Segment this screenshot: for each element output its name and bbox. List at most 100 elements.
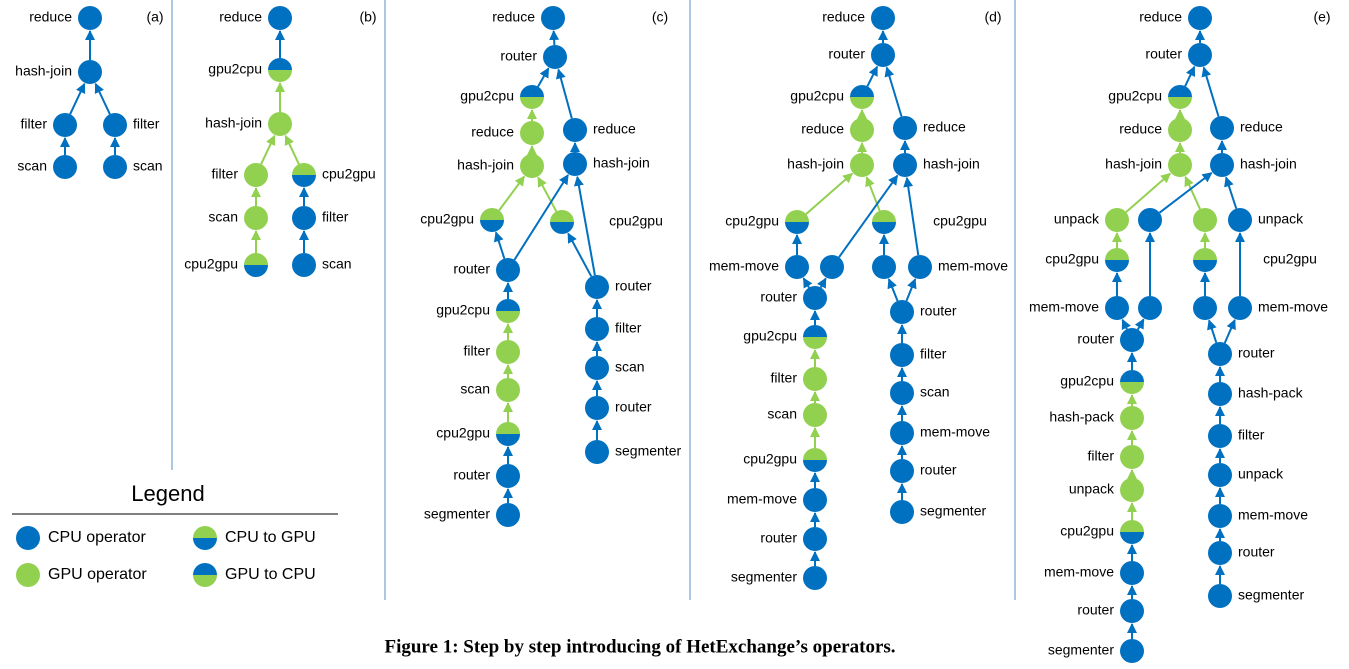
operator-node [850,118,874,142]
operator-node [1208,342,1232,366]
node-bottom [1105,260,1129,272]
panel-tag: (b) [359,9,376,25]
node-circle [543,45,567,69]
node-top [496,422,520,434]
node-top [193,563,217,575]
operator-node [1210,153,1234,177]
node-bottom [496,434,520,446]
node-circle [1120,639,1144,663]
node-circle [1208,541,1232,565]
node-top [268,58,292,70]
node-circle [520,154,544,178]
edge [887,278,899,302]
node-bottom [244,265,268,277]
edge [1184,65,1196,87]
node-label: segmenter [424,506,490,522]
node-label: reduce [29,9,72,25]
node-label: filter [1238,427,1265,443]
node-label: scan [767,406,797,422]
node-top [1120,370,1144,382]
operator-node [871,43,895,67]
operator-node [16,563,40,587]
edge [513,174,569,261]
node-label: cpu2gpu [1060,523,1114,539]
node-circle [1228,296,1252,320]
node-top [550,210,574,222]
operator-node [496,503,520,527]
node-label: filter [615,320,642,336]
operator-node [292,253,316,277]
node-circle [1120,328,1144,352]
operator-node [908,255,932,279]
panel-tag: (d) [984,9,1001,25]
node-label: filter [920,346,947,362]
operator-node [820,255,844,279]
node-circle [585,317,609,341]
node-label: cpu2gpu [436,425,490,441]
node-circle [908,255,932,279]
node-circle [1120,599,1144,623]
operator-node [1193,208,1217,232]
node-top [1105,248,1129,260]
node-bottom [520,97,544,109]
node-top [803,448,827,460]
node-label: unpack [1238,466,1284,482]
node-circle [1120,445,1144,469]
node-circle [1105,208,1129,232]
edge [884,66,903,117]
node-circle [78,60,102,84]
edge [1134,318,1145,331]
node-circle [103,113,127,137]
operator-node [585,275,609,299]
node-circle [803,527,827,551]
edge [1224,176,1238,209]
operator-node [268,112,292,136]
node-circle [16,563,40,587]
edge [1207,319,1218,343]
node-label: cpu2gpu [322,166,376,182]
node-label: router [1077,331,1114,347]
operator-node [53,113,77,137]
operator-node [16,526,40,550]
operator-node [803,325,827,349]
edge [1158,172,1213,214]
operator-node [1168,153,1192,177]
node-top [244,253,268,265]
node-label: filter [771,370,798,386]
node-label: mem-move [938,258,1008,274]
operator-node [893,116,917,140]
operator-node [496,422,520,446]
operator-node [193,526,217,550]
operator-node [496,378,520,402]
operator-node [1208,382,1232,406]
operator-node [1138,208,1162,232]
edge [537,67,550,88]
node-label: router [453,467,490,483]
node-label: gpu2cpu [1060,373,1114,389]
edge [1184,175,1201,210]
operator-node [850,153,874,177]
node-label: router [920,462,957,478]
node-bottom [803,460,827,472]
node-label: filter [212,166,239,182]
node-label: router [1077,602,1114,618]
operator-node [1228,208,1252,232]
operator-node [803,286,827,310]
node-circle [496,464,520,488]
node-circle [785,255,809,279]
operator-node [585,356,609,380]
node-label: gpu2cpu [436,302,490,318]
operator-node [1168,85,1192,109]
node-label: unpack [1069,481,1115,497]
operator-node [103,155,127,179]
operator-node [78,6,102,30]
node-label: segmenter [920,503,986,519]
node-label: mem-move [1044,564,1114,580]
node-circle [1188,43,1212,67]
node-label: gpu2cpu [790,88,844,104]
operator-node [520,121,544,145]
node-label: gpu2cpu [1108,88,1162,104]
operator-node [850,85,874,109]
operator-node [563,152,587,176]
operator-node [520,154,544,178]
